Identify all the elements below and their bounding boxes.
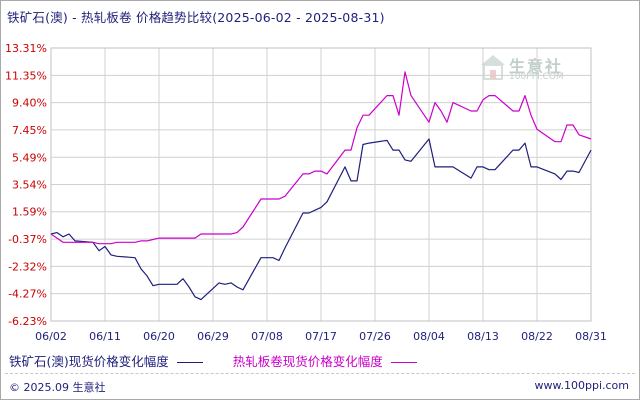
- series-line-hot-rolled-coil: [50, 71, 592, 245]
- plot-border: [50, 47, 592, 322]
- y-tick-label: 11.35%: [5, 69, 47, 82]
- legend-swatch-hot-rolled-coil: [390, 362, 417, 363]
- x-tick-label: 06/29: [197, 330, 229, 343]
- y-tick-label: 9.40%: [12, 97, 47, 110]
- legend-item-iron-ore: 铁矿石(澳)现货价格变化幅度: [9, 351, 203, 370]
- x-tick-label: 08/13: [467, 330, 499, 343]
- x-tick-label: 06/02: [35, 330, 67, 343]
- watermark-brand: 生意社: [509, 57, 564, 76]
- y-tick-label: 1.59%: [12, 206, 47, 219]
- y-tick-label: 5.49%: [12, 151, 47, 164]
- chart-legend: 铁矿石(澳)现货价格变化幅度 热轧板卷现货价格变化幅度: [9, 351, 443, 370]
- line-chart: 13.31% 11.35% 9.40% 7.45% 5.49% 3.54% 1.59% -0.…: [5, 42, 607, 343]
- watermark-logo: 生意社 100PPI.COM: [479, 53, 579, 87]
- house-logo-icon: [481, 55, 505, 80]
- footer-copyright: © 2025.09 生意社: [9, 381, 106, 394]
- y-tick-label: -4.27%: [8, 288, 47, 301]
- y-tick-label: -0.37%: [8, 233, 47, 246]
- x-tick-label: 07/08: [251, 330, 283, 343]
- chart-series: [50, 71, 592, 301]
- legend-label-hot-rolled-coil: 热轧板卷现货价格变化幅度: [232, 354, 383, 369]
- watermark-url: 100PPI.COM: [509, 72, 564, 82]
- chart-title: 铁矿石(澳) - 热轧板卷 价格趋势比较(2025-06-02 - 2025-0…: [7, 7, 385, 26]
- y-tick-label: 13.31%: [5, 42, 47, 55]
- title-commodities: 铁矿石(澳) - 热轧板卷: [7, 10, 132, 25]
- y-tick-label: 7.45%: [12, 124, 47, 137]
- x-tick-label: 08/31: [575, 330, 607, 343]
- x-axis-ticks: 06/02 06/11 06/20 06/29 07/08 07/17 07/26 08/04…: [35, 330, 607, 343]
- chart-grid: [50, 47, 592, 322]
- y-axis-ticks: 13.31% 11.35% 9.40% 7.45% 5.49% 3.54% 1.59% -0.…: [5, 42, 47, 328]
- y-tick-label: -2.32%: [8, 260, 47, 273]
- footer-url-link[interactable]: www.100ppi.com: [534, 379, 629, 392]
- legend-item-hot-rolled-coil: 热轧板卷现货价格变化幅度: [233, 351, 417, 370]
- y-tick-label: -6.23%: [8, 315, 47, 328]
- series-line-iron-ore: [50, 138, 592, 301]
- footer-divider: [5, 373, 635, 374]
- x-tick-label: 06/11: [89, 330, 121, 343]
- y-tick-label: 3.54%: [12, 179, 47, 192]
- title-metric: 价格趋势比较: [136, 10, 213, 25]
- x-tick-label: 06/20: [143, 330, 175, 343]
- x-tick-label: 07/17: [305, 330, 337, 343]
- legend-swatch-iron-ore: [176, 362, 203, 363]
- legend-label-iron-ore: 铁矿石(澳)现货价格变化幅度: [9, 354, 169, 369]
- x-tick-label: 08/22: [521, 330, 553, 343]
- x-tick-label: 07/26: [359, 330, 391, 343]
- x-tick-label: 08/04: [413, 330, 445, 343]
- title-date-range: (2025-06-02 - 2025-08-31): [212, 10, 385, 25]
